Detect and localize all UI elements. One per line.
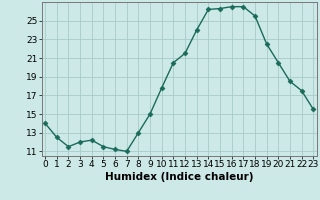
X-axis label: Humidex (Indice chaleur): Humidex (Indice chaleur): [105, 172, 253, 182]
